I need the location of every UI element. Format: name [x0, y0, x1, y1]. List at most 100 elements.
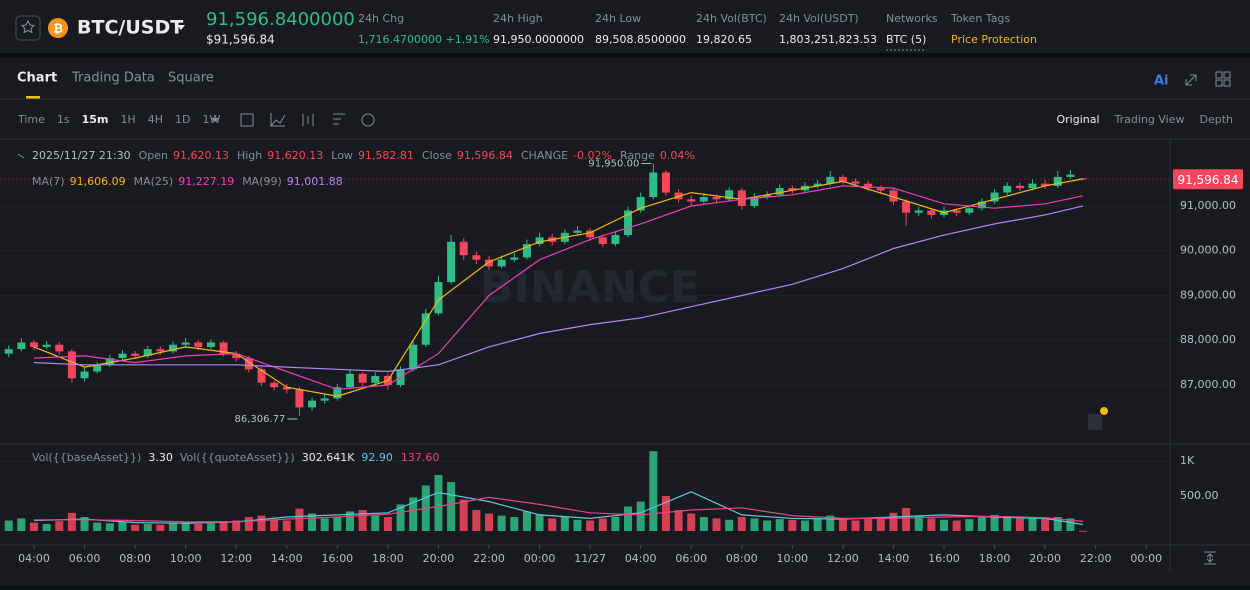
volume-bar [459, 499, 468, 531]
calendar-icon[interactable] [240, 113, 254, 127]
x-tick-label: 12:00 [220, 552, 252, 565]
volume-bar [927, 518, 936, 531]
volume-bar [105, 523, 114, 531]
interval[interactable]: 1H [120, 113, 135, 126]
candle-body [105, 358, 114, 365]
interval[interactable]: 1D [175, 113, 190, 126]
candle-body [522, 244, 531, 258]
volume-bar [940, 519, 949, 531]
candle-body [295, 389, 304, 408]
floating-widget[interactable] [1088, 414, 1102, 430]
candle-body [42, 344, 51, 347]
volume-bar [345, 511, 354, 531]
x-tick-label: 04:00 [18, 552, 50, 565]
candle-icon[interactable] [302, 114, 314, 126]
layout-icon[interactable] [1215, 71, 1223, 79]
x-tick-label: 16:00 [321, 552, 353, 565]
candle-body [1015, 185, 1024, 189]
ma-legend-name: MA(7) [32, 175, 65, 188]
tab[interactable]: Trading Data [71, 71, 155, 86]
ma-legend-name: MA(25) [134, 175, 174, 188]
view-option[interactable]: Original [1056, 113, 1099, 126]
ohlc-legend: 2025/11/27 21:30 [32, 149, 131, 162]
tab[interactable]: Chart [17, 71, 57, 86]
candle-body [535, 237, 544, 245]
x-tick-label: 04:00 [625, 552, 657, 565]
volume-bar [29, 522, 38, 531]
ohlc-legend: 91,596.84 [457, 149, 513, 162]
tab-indicator [26, 96, 40, 99]
candle-body [169, 344, 178, 352]
x-tick-label: 14:00 [271, 552, 303, 565]
candle-body [219, 342, 228, 354]
volume-bar [864, 519, 873, 531]
volume-bar [674, 510, 683, 531]
volume-bar [485, 513, 494, 531]
volume-tick-label: 1K [1180, 454, 1195, 467]
volume-bar [598, 518, 607, 531]
fullscreen-icon[interactable] [1185, 74, 1197, 86]
candle-body [257, 369, 266, 383]
volume-legend: Vol({{quoteAsset}}) [180, 451, 295, 464]
volume-bar [813, 518, 822, 531]
favorite-button[interactable] [15, 15, 41, 41]
y-tick-label: 87,000.00 [1180, 378, 1236, 391]
volume-bar [737, 517, 746, 531]
x-tick-label: 10:00 [170, 552, 202, 565]
candle-body [194, 342, 203, 347]
volume-bar [977, 517, 986, 531]
settings-icon[interactable] [361, 113, 375, 127]
volume-bar [725, 519, 734, 531]
ma-line [33, 185, 1084, 391]
candle-body [1028, 183, 1037, 189]
candle-body [345, 373, 354, 388]
x-tick-label: 14:00 [878, 552, 910, 565]
more-intervals[interactable] [211, 118, 219, 122]
candle-body [952, 210, 961, 213]
ohlc-legend: Low [331, 149, 353, 162]
indicator-icon[interactable] [270, 113, 286, 127]
candle-body [1041, 183, 1050, 186]
tab[interactable]: Square [168, 71, 214, 86]
interval[interactable]: 1W [202, 113, 220, 126]
tool-icons [240, 113, 375, 127]
interval[interactable]: 15m [82, 113, 109, 126]
volume-bar [80, 517, 89, 531]
candle-body [902, 201, 911, 213]
volume-bar [560, 517, 569, 531]
interval[interactable]: 1s [57, 113, 70, 126]
volume-bar [1066, 518, 1075, 531]
interval[interactable]: 4H [148, 113, 163, 126]
volume-bar [206, 523, 215, 531]
symbol[interactable]: BTC/USDT [77, 17, 183, 39]
stat-label: 24h Vol(BTC) [696, 12, 767, 25]
candle-body [80, 371, 89, 379]
header-bar [0, 0, 1250, 53]
view-option[interactable]: Trading View [1114, 113, 1185, 126]
ai-button[interactable]: Ai [1154, 74, 1169, 89]
stat-value: Price Protection [951, 33, 1037, 46]
x-tick-label: 11/27 [574, 552, 606, 565]
candle-body [232, 353, 241, 359]
volume-legend: 302.641K [302, 451, 355, 464]
candle-body [965, 208, 974, 213]
layout-icon [1223, 71, 1231, 79]
candle-body [244, 358, 253, 370]
candle-body [270, 382, 279, 388]
volume-bar [42, 524, 51, 531]
x-tick-label: 22:00 [1080, 552, 1112, 565]
scale-toggle[interactable] [1204, 551, 1216, 565]
view-option[interactable]: Depth [1199, 113, 1233, 126]
candle-body [712, 197, 721, 200]
ohlc-legend: 0.04% [660, 149, 695, 162]
template-icon[interactable] [333, 113, 345, 125]
candle-body [510, 257, 519, 260]
volume-bar [131, 524, 140, 531]
candle-body [421, 313, 430, 345]
dropdown-icon[interactable] [177, 25, 185, 30]
candle-body [371, 376, 380, 383]
candle-body [763, 194, 772, 198]
price-usd: $91,596.84 [206, 33, 275, 47]
candle-body [409, 344, 418, 370]
volume-bar [295, 508, 304, 531]
